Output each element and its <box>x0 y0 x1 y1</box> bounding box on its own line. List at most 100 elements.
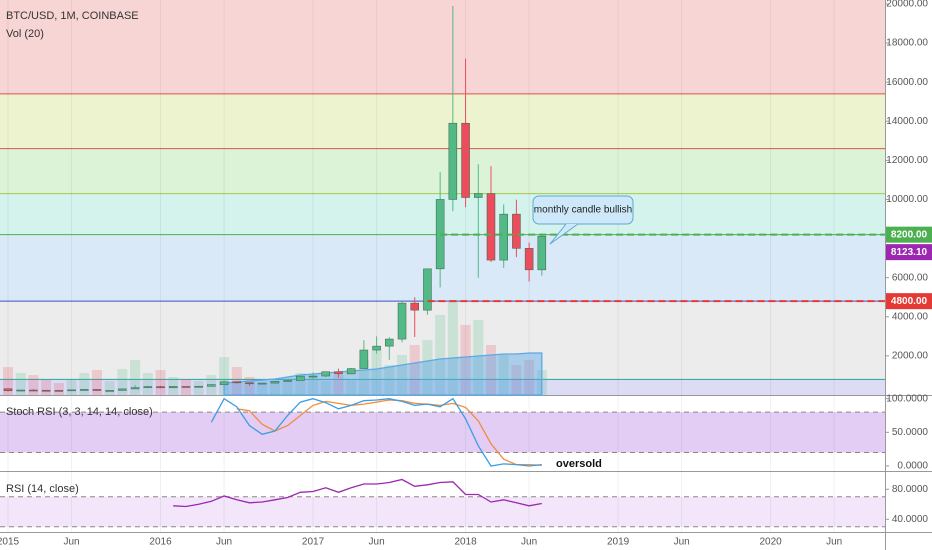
y-tick-label: 20000.00 <box>886 0 928 10</box>
callout-text: monthly candle bullish <box>534 205 632 216</box>
candle-body <box>105 390 114 392</box>
candle-body <box>512 213 521 249</box>
volume-bar <box>346 379 357 395</box>
candle-body <box>334 371 343 375</box>
candle-body <box>537 235 547 271</box>
y-tick-label: 0.0000 <box>897 461 928 472</box>
volume-bar <box>244 377 255 395</box>
candle-body <box>283 380 292 382</box>
volume-bar <box>3 367 13 395</box>
candle-body <box>474 193 483 198</box>
volume-bar <box>257 383 268 395</box>
candle-body <box>270 381 280 384</box>
candle-body <box>257 382 267 385</box>
candle-body <box>207 384 216 387</box>
candle-body <box>67 389 76 392</box>
y-tick-label: 40.0000 <box>892 514 929 525</box>
volume-bar <box>53 383 64 395</box>
y-tick-label: 6000.00 <box>892 272 929 283</box>
y-tick-label: 50.0000 <box>892 427 929 438</box>
candle-body <box>296 375 305 381</box>
candle-body <box>219 381 229 385</box>
x-tick-label: Jun <box>521 537 537 548</box>
volume-bar <box>91 370 102 395</box>
volume-bar <box>409 345 420 395</box>
candle-body <box>143 386 153 388</box>
y-tick-label: 100.0000 <box>886 393 928 404</box>
candle-body <box>423 268 432 311</box>
y-tick-label: 16000.00 <box>886 77 928 88</box>
last-price-box <box>886 244 932 261</box>
volume-bar <box>155 370 166 395</box>
candle-body <box>245 382 254 385</box>
y-tick-label: 18000.00 <box>886 38 928 49</box>
volume-bar <box>168 377 179 395</box>
x-tick-label: Jun <box>369 537 385 548</box>
x-tick-label: Jun <box>63 537 79 548</box>
candle-body <box>16 389 25 392</box>
volume-bar <box>28 375 39 395</box>
chart-subtitle: Vol (20) <box>6 28 44 40</box>
level-price-label: 8200.00 <box>891 229 928 240</box>
candle-body <box>524 248 534 271</box>
volume-bar <box>282 379 293 395</box>
volume-bar <box>524 360 535 395</box>
x-tick-label: 2016 <box>149 537 172 548</box>
x-tick-label: Jun <box>826 537 842 548</box>
fib-zone <box>0 148 885 194</box>
rsi-title: RSI (14, close) <box>6 483 79 495</box>
candle-body <box>461 122 470 198</box>
callout-pointer <box>549 223 579 245</box>
volume-bar <box>41 380 52 395</box>
volume-bar <box>371 350 382 395</box>
candle-body <box>3 388 13 392</box>
x-tick-label: 2015 <box>0 537 20 548</box>
volume-bar <box>269 381 280 395</box>
oversold-label: oversold <box>556 458 602 470</box>
x-tick-label: 2017 <box>302 537 325 548</box>
candle-body <box>410 302 419 311</box>
candle-body <box>118 388 127 391</box>
volume-bar <box>333 375 344 395</box>
volume-bar <box>473 320 484 395</box>
y-tick-label: 14000.00 <box>886 116 928 127</box>
volume-bar <box>511 365 522 395</box>
candle-body <box>385 338 394 347</box>
candle-body <box>41 389 51 392</box>
volume-bar <box>485 345 496 395</box>
fib-zone <box>0 0 885 94</box>
candle-body <box>359 349 369 369</box>
candle-body <box>499 213 508 261</box>
candle-body <box>80 389 89 391</box>
volume-bar <box>422 340 433 395</box>
overlay-layer: BTC/USD, 1M, COINBASE Vol (20) monthly c… <box>6 10 634 495</box>
stoch-k-line <box>210 397 542 467</box>
candle-body <box>156 386 165 389</box>
band-fill <box>0 496 885 527</box>
volume-bar <box>117 369 128 395</box>
volume-bar <box>447 300 458 395</box>
level-price-label: 4800.00 <box>891 296 928 307</box>
level-price-box <box>886 293 932 310</box>
y-tick-label: 2000.00 <box>892 351 929 362</box>
y-tick-label: 10000.00 <box>886 194 928 205</box>
candle-body <box>92 389 102 391</box>
volume-bar <box>384 365 395 395</box>
candle-body <box>397 302 407 340</box>
volume-bar <box>435 315 446 395</box>
volume-bar <box>358 360 369 395</box>
candle-body <box>181 386 191 388</box>
y-tick-label: 4000.00 <box>892 311 929 322</box>
level-price-box <box>886 226 932 243</box>
volume-bar <box>104 381 115 395</box>
volume-bar <box>320 381 331 395</box>
band-fill <box>0 412 885 453</box>
candle-body <box>168 386 178 389</box>
volume-bar <box>193 381 204 395</box>
candle-body <box>486 193 496 261</box>
chart-title: BTC/USD, 1M, COINBASE <box>6 10 139 22</box>
stoch-d-line <box>236 399 542 466</box>
volume-bar <box>308 377 319 395</box>
